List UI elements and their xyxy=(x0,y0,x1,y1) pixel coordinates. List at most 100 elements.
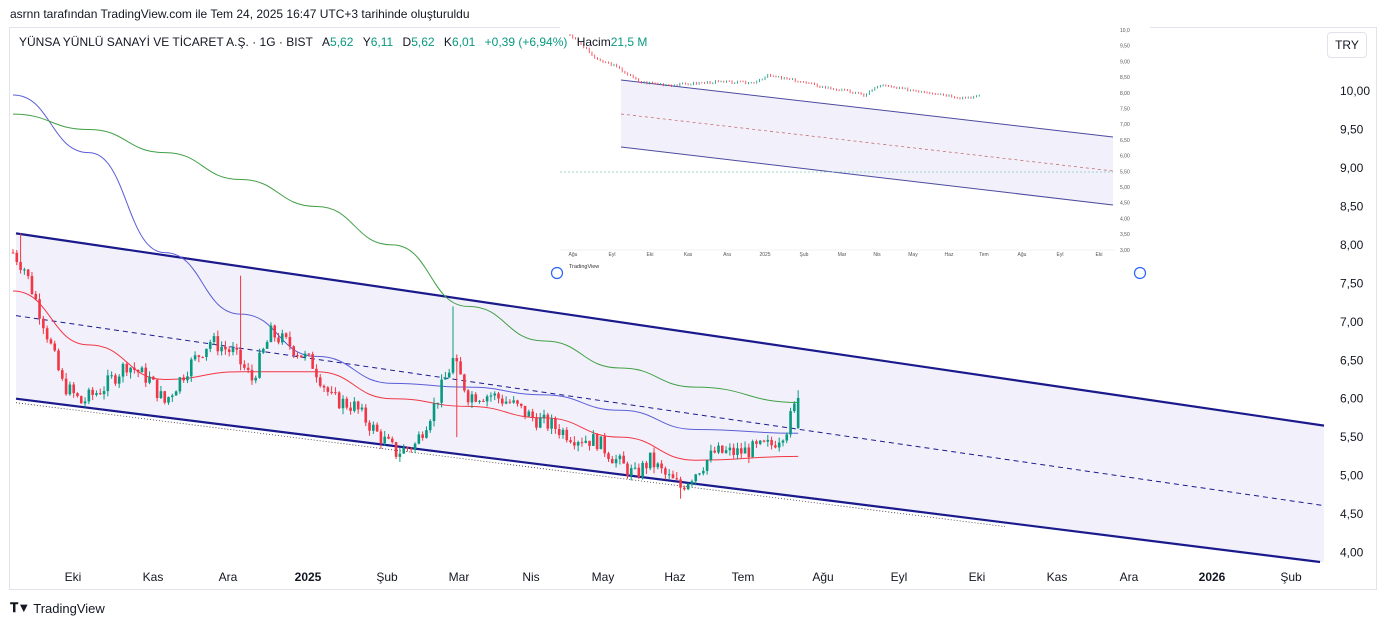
candle-body xyxy=(398,453,402,457)
time-tick-label: Ağu xyxy=(812,570,833,584)
candle-body xyxy=(637,467,641,478)
candle-body xyxy=(201,356,204,358)
time-tick-label: May xyxy=(592,570,615,584)
candle-body xyxy=(451,358,455,373)
time-tick-label: 2025 xyxy=(295,570,322,584)
candle-body xyxy=(444,377,447,380)
close-label: K xyxy=(443,35,452,49)
candle-body xyxy=(425,430,428,438)
candle-body xyxy=(713,450,717,453)
candle-body xyxy=(391,438,394,443)
inset-price-label: 3,00 xyxy=(1120,248,1130,254)
candle-body xyxy=(485,396,489,402)
candle-body xyxy=(53,343,57,351)
candle-body xyxy=(148,376,151,383)
candle-body xyxy=(538,417,542,428)
time-tick-label: Haz xyxy=(664,570,685,584)
candle-body xyxy=(793,403,796,412)
candle-body xyxy=(87,389,91,402)
inset-price-label: 8,50 xyxy=(1120,75,1130,81)
candle-body xyxy=(455,358,459,362)
high-label: Y xyxy=(362,35,371,49)
candle-body xyxy=(527,411,531,417)
candle-body xyxy=(129,367,132,373)
inset-time-label: Eyl xyxy=(609,252,616,258)
inset-price-label: 7,50 xyxy=(1120,107,1130,113)
candle-body xyxy=(330,391,333,393)
candle-body xyxy=(493,393,497,396)
time-tick-label: Ara xyxy=(219,570,238,584)
candle-body xyxy=(648,452,652,469)
candle-body xyxy=(777,442,781,448)
candle-body xyxy=(318,377,322,386)
candle-body xyxy=(595,434,599,450)
time-tick-label: Şub xyxy=(376,570,398,584)
moving-average-line xyxy=(12,290,799,461)
candle-body xyxy=(447,372,451,378)
candle-body xyxy=(618,455,622,460)
candle-body xyxy=(133,367,136,370)
price-tick-label: 7,00 xyxy=(1340,315,1364,329)
close-value: 6,01 xyxy=(451,35,476,49)
time-tick-label: Nis xyxy=(522,570,539,584)
inset-resize-handle-left[interactable] xyxy=(550,266,564,280)
inset-price-label: 4,50 xyxy=(1120,201,1130,207)
candle-body xyxy=(641,462,644,478)
candle-body xyxy=(57,350,60,371)
candle-body xyxy=(394,442,398,457)
candle-body xyxy=(569,440,572,443)
candle-body xyxy=(592,434,595,446)
candle-body xyxy=(474,394,478,402)
price-axis: 10,00 9,50 9,00 8,50 8,00 7,50 7,00 6,50 6,00 5,5… xyxy=(1340,84,1370,559)
tradingview-logo[interactable]: 𝐓▼ TradingView xyxy=(10,600,105,616)
candle-body xyxy=(470,394,474,403)
candle-body xyxy=(299,355,303,358)
candle-body xyxy=(189,359,193,377)
candle-body xyxy=(428,421,432,431)
candle-body xyxy=(660,463,663,469)
time-tick-label: Kas xyxy=(1047,570,1068,584)
candle-body xyxy=(409,448,413,450)
inset-channel-mid xyxy=(620,113,1114,172)
candle-body xyxy=(254,377,258,381)
candle-body xyxy=(652,452,656,468)
currency-button[interactable]: TRY xyxy=(1327,32,1367,58)
candle-body xyxy=(49,339,53,344)
candle-body xyxy=(38,299,41,319)
candle-body xyxy=(307,353,311,355)
inset-time-label: 2025 xyxy=(759,252,770,258)
candle-body xyxy=(645,462,648,469)
candle-body xyxy=(633,467,637,469)
candle-body xyxy=(360,407,364,410)
candle-body xyxy=(216,336,220,352)
inset-time-label: Mar xyxy=(838,252,847,258)
candle-body xyxy=(406,447,409,449)
candle-body xyxy=(155,379,159,399)
candle-body xyxy=(667,474,671,476)
candle-body xyxy=(796,397,800,428)
candle-body xyxy=(519,403,523,406)
candle-body xyxy=(72,384,75,394)
candle-body xyxy=(554,418,557,429)
inset-time-label: Ağu xyxy=(569,252,578,258)
candle-body xyxy=(656,463,660,468)
candle-body xyxy=(743,447,747,454)
candle-body xyxy=(762,440,766,442)
candle-body xyxy=(337,392,341,409)
candle-body xyxy=(402,447,405,454)
candle-body xyxy=(212,336,216,343)
candle-body xyxy=(379,431,383,444)
inset-time-label: Şub xyxy=(800,252,809,258)
candle-body xyxy=(607,453,610,459)
candle-body xyxy=(231,347,235,353)
candle-body xyxy=(349,407,352,411)
inset-time-label: Kas xyxy=(684,252,693,258)
time-tick-label: Mar xyxy=(449,570,470,584)
candle-body xyxy=(489,395,493,397)
candle-body xyxy=(599,436,603,450)
candle-body xyxy=(102,391,106,395)
inset-resize-handle-right[interactable] xyxy=(1133,266,1147,280)
candle-body xyxy=(383,436,387,444)
candle-body xyxy=(262,348,265,353)
